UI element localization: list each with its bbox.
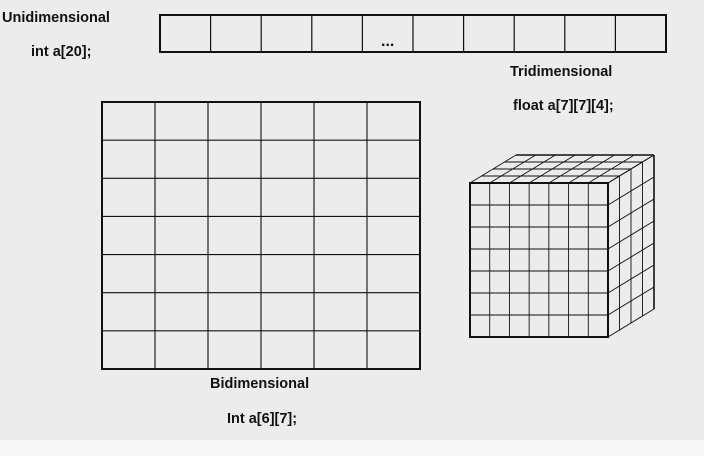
footer-strip bbox=[0, 440, 704, 456]
bidimensional-title: Bidimensional bbox=[210, 376, 310, 392]
array-diagram: ... bbox=[101, 14, 667, 370]
tridimensional-declaration: float a[7][7][4]; bbox=[513, 98, 614, 114]
unidimensional-title: Unidimensional bbox=[2, 10, 110, 26]
bidimensional-declaration: Int a[6][7]; bbox=[227, 411, 298, 427]
unidimensional-declaration: int a[20]; bbox=[31, 44, 92, 60]
tridimensional-title: Tridimensional bbox=[510, 64, 613, 80]
ellipsis-marker: ... bbox=[381, 33, 394, 50]
tridimensional-front-face bbox=[469, 182, 609, 338]
diagram-canvas: ... Unidimensional int a[20]; Tridimensi… bbox=[2, 10, 667, 427]
